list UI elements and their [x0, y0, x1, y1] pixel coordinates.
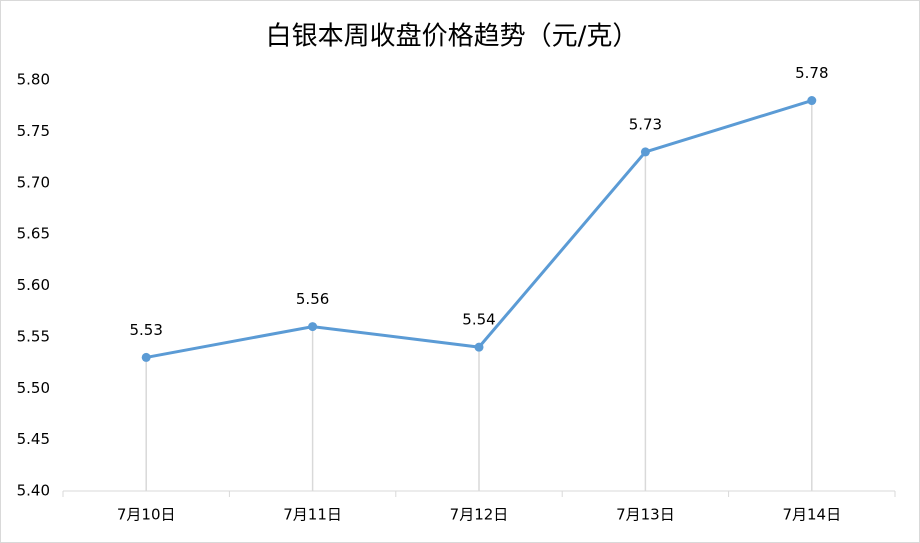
y-tick-label: 5.70 — [17, 173, 50, 191]
x-tick-label: 7月11日 — [283, 506, 342, 524]
point — [141, 352, 151, 362]
y-tick-label: 5.65 — [17, 225, 50, 243]
x-tick-label: 7月13日 — [616, 506, 675, 524]
point — [308, 322, 318, 332]
point — [807, 96, 817, 106]
data-label: 5.78 — [795, 64, 828, 82]
point — [640, 147, 650, 157]
y-tick-label: 5.60 — [17, 276, 50, 294]
data-label: 5.54 — [462, 311, 495, 329]
y-tick-label: 5.55 — [17, 327, 50, 345]
point — [474, 342, 484, 352]
x-tick-label: 7月10日 — [117, 506, 176, 524]
data-label: 5.53 — [129, 321, 162, 339]
y-tick-label: 5.75 — [17, 122, 50, 140]
y-tick-label: 5.45 — [17, 430, 50, 448]
chart-title: 白银本周收盘价格趋势（元/克） — [266, 22, 639, 52]
x-tick-label: 7月14日 — [782, 506, 841, 524]
data-label: 5.73 — [629, 115, 662, 133]
y-tick-label: 5.40 — [17, 482, 50, 500]
x-tick-label: 7月12日 — [450, 506, 509, 524]
y-tick-label: 5.50 — [17, 379, 50, 397]
y-tick-label: 5.80 — [17, 71, 50, 89]
data-label: 5.56 — [296, 290, 329, 308]
